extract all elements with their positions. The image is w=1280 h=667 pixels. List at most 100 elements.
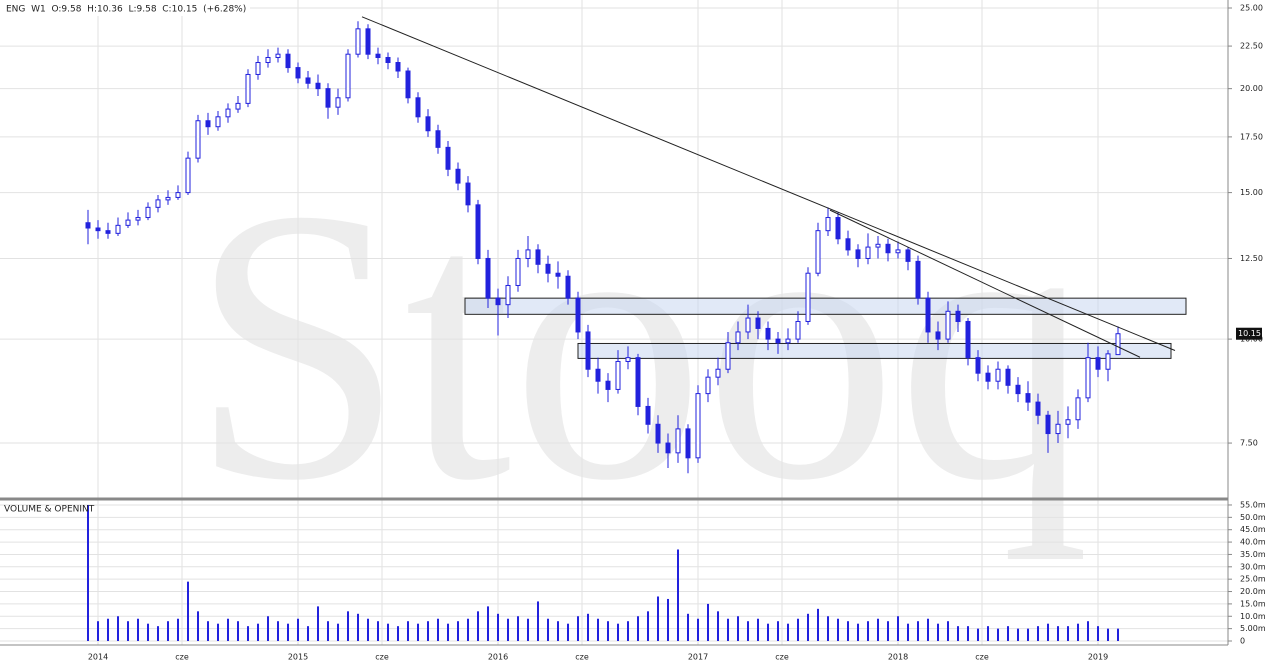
volume-bar xyxy=(1087,621,1089,641)
candle-body xyxy=(1055,423,1061,435)
volume-bar xyxy=(347,611,349,641)
volume-bar xyxy=(727,618,729,641)
candle-body xyxy=(245,73,251,104)
volume-bar xyxy=(267,616,269,641)
x-tick-label: cze xyxy=(575,653,589,662)
volume-bar xyxy=(717,611,719,641)
candle-body xyxy=(355,28,361,55)
last-price-box xyxy=(1236,327,1262,340)
volume-bar xyxy=(287,623,289,641)
candle-body xyxy=(615,360,621,390)
volume-bar xyxy=(167,621,169,641)
candle-body xyxy=(215,116,221,128)
candle-body xyxy=(395,62,401,72)
candle-body xyxy=(135,217,141,221)
volume-bar xyxy=(667,598,669,641)
candle-body xyxy=(275,53,281,58)
candle-body xyxy=(1005,368,1011,386)
volume-bar xyxy=(1007,626,1009,641)
volume-bar xyxy=(677,549,679,641)
candle-body xyxy=(495,297,501,306)
volume-bar xyxy=(1037,626,1039,641)
x-tick-label: 2014 xyxy=(88,653,108,662)
volume-bar xyxy=(197,611,199,641)
candle-body xyxy=(175,192,181,198)
candle-body xyxy=(585,331,591,370)
candle-body xyxy=(145,206,151,219)
candle-body xyxy=(995,368,1001,382)
volume-bar xyxy=(797,618,799,641)
candle-body xyxy=(405,70,411,99)
candle-body xyxy=(845,238,851,251)
candle-body xyxy=(1085,357,1091,399)
candle-body xyxy=(195,120,201,159)
volume-bar xyxy=(527,618,529,641)
volume-bar xyxy=(387,623,389,641)
volume-bar xyxy=(97,621,99,641)
candle-body xyxy=(895,249,901,254)
volume-bar xyxy=(367,618,369,641)
volume-bar xyxy=(397,626,399,641)
volume-bar xyxy=(217,623,219,641)
volume-bar xyxy=(427,621,429,641)
candle-body xyxy=(165,196,171,201)
candle-body xyxy=(715,368,721,378)
volume-bar xyxy=(607,621,609,641)
x-tick-label: cze xyxy=(975,653,989,662)
volume-bar xyxy=(467,618,469,641)
volume-bar xyxy=(587,613,589,641)
volume-bar xyxy=(557,621,559,641)
candle-body xyxy=(545,263,551,274)
volume-bar xyxy=(937,623,939,641)
volume-bar xyxy=(1027,628,1029,641)
candle-body xyxy=(925,297,931,333)
volume-bar xyxy=(927,618,929,641)
volume-bar xyxy=(237,621,239,641)
volume-bar xyxy=(1057,626,1059,641)
volume-bar xyxy=(737,616,739,641)
volume-y-tick-label: 30.0m xyxy=(1240,562,1266,571)
candle-body xyxy=(745,317,751,333)
candle-body xyxy=(485,257,491,299)
x-tick-label: 2019 xyxy=(1088,653,1108,662)
candle-body xyxy=(835,217,841,240)
candle-body xyxy=(375,53,381,58)
volume-bar xyxy=(257,623,259,641)
volume-bar xyxy=(597,618,599,641)
volume-bar xyxy=(917,621,919,641)
volume-bar xyxy=(807,613,809,641)
volume-bar xyxy=(477,611,479,641)
volume-bar xyxy=(1117,628,1119,641)
candle-body xyxy=(775,338,781,344)
volume-bar xyxy=(517,616,519,641)
candle-body xyxy=(1095,357,1101,370)
candle-body xyxy=(565,275,571,299)
candle-body xyxy=(965,320,971,359)
volume-bar xyxy=(307,626,309,641)
candle-body xyxy=(975,357,981,374)
candle-body xyxy=(595,368,601,382)
candle-body xyxy=(1065,419,1071,425)
volume-bar xyxy=(447,623,449,641)
candle-body xyxy=(785,338,791,344)
x-tick-label: 2015 xyxy=(288,653,308,662)
volume-bar xyxy=(157,626,159,641)
volume-bar xyxy=(887,621,889,641)
volume-bar xyxy=(947,621,949,641)
volume-bar xyxy=(637,616,639,641)
volume-bar xyxy=(417,623,419,641)
candle-body xyxy=(505,284,511,306)
candle-body xyxy=(625,357,631,362)
legend-bg xyxy=(0,0,250,16)
candle-body xyxy=(795,320,801,340)
candle-body xyxy=(525,249,531,259)
trendline xyxy=(361,16,1176,351)
candle-body xyxy=(255,62,261,75)
candle-body xyxy=(445,146,451,170)
candle-body xyxy=(915,260,921,299)
volume-bar xyxy=(1017,628,1019,641)
volume-bar xyxy=(297,618,299,641)
y-tick-label: 7.50 xyxy=(1240,439,1258,448)
candle-body xyxy=(575,297,581,333)
